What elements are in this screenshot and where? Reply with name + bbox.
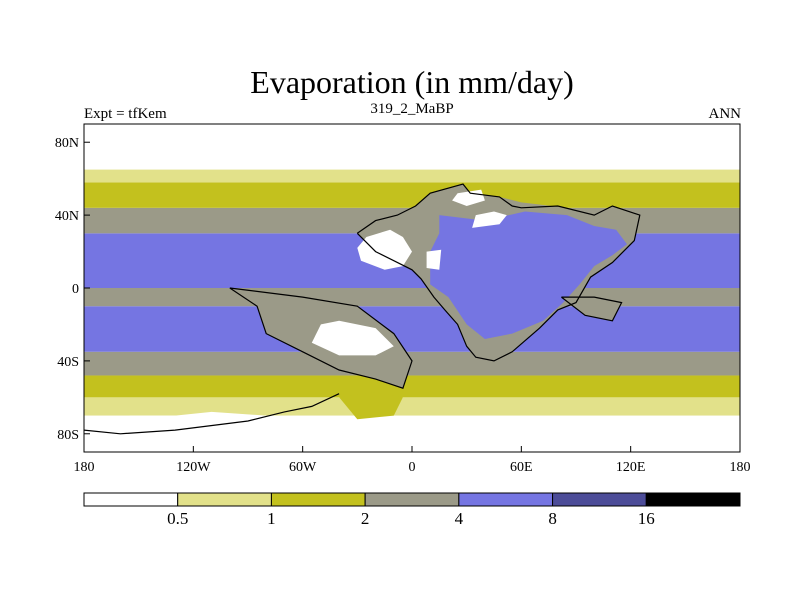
colorbar-swatch [83, 492, 179, 507]
zonal-band [84, 397, 740, 416]
coastline [356, 183, 641, 362]
coastlines [84, 183, 641, 435]
colorbar-label: 16 [638, 509, 655, 528]
colorbar-label: 2 [361, 509, 370, 528]
x-tick-label: 120E [616, 460, 646, 475]
colorbar-swatch [645, 492, 741, 507]
zonal-band [84, 124, 740, 170]
zonal-band [84, 288, 740, 307]
contour-region [472, 211, 507, 228]
x-tick-label: 120W [176, 460, 211, 475]
y-tick-label: 0 [72, 282, 79, 297]
colorbar-swatch [458, 492, 554, 507]
contour-region [430, 211, 627, 339]
contour-region [120, 411, 285, 443]
colorbar: 0.5 1 2 4 8 16 [83, 492, 741, 528]
y-tick-label: 40S [57, 355, 79, 370]
coastline [84, 393, 340, 435]
period-label: 319_2_MaBP [370, 101, 453, 117]
zonal-band [84, 351, 740, 376]
chart-title: Evaporation (in mm/day) [250, 64, 573, 100]
x-tick-label: 0 [409, 460, 416, 475]
contour-region [311, 320, 394, 356]
latitude-axis: 80N 40N 0 40S 80S [55, 136, 90, 443]
zonal-band [84, 169, 740, 183]
colorbar-swatch [552, 492, 647, 507]
y-tick-label: 80S [57, 428, 79, 443]
x-tick-label: 60E [510, 460, 533, 475]
x-tick-label: 60W [289, 460, 317, 475]
colorbar-label: 4 [455, 509, 464, 528]
colorbar-label: 8 [548, 509, 557, 528]
zonal-band [84, 375, 740, 398]
evaporation-field [84, 124, 740, 452]
y-tick-label: 80N [55, 136, 79, 151]
y-tick-label: 40N [55, 209, 79, 224]
experiment-label: Expt = tfKem [84, 106, 167, 122]
colorbar-swatch [364, 492, 460, 507]
contour-region [339, 391, 403, 420]
x-tick-label: 180 [730, 460, 751, 475]
contour-region [561, 297, 622, 321]
contour-region [357, 229, 412, 270]
colorbar-label: 0.5 [167, 509, 188, 528]
coastline [229, 287, 413, 389]
contour-region [426, 249, 442, 270]
colorbar-label: 1 [267, 509, 276, 528]
season-label: ANN [709, 106, 742, 122]
colorbar-swatch [270, 492, 366, 507]
x-tick-label: 180 [74, 460, 95, 475]
longitude-axis: 180 120W 60W 0 60E 120E 180 [74, 446, 751, 475]
zonal-band [84, 306, 740, 352]
colorbar-swatch [177, 492, 272, 507]
zonal-band [84, 182, 740, 208]
coastline [561, 296, 623, 322]
